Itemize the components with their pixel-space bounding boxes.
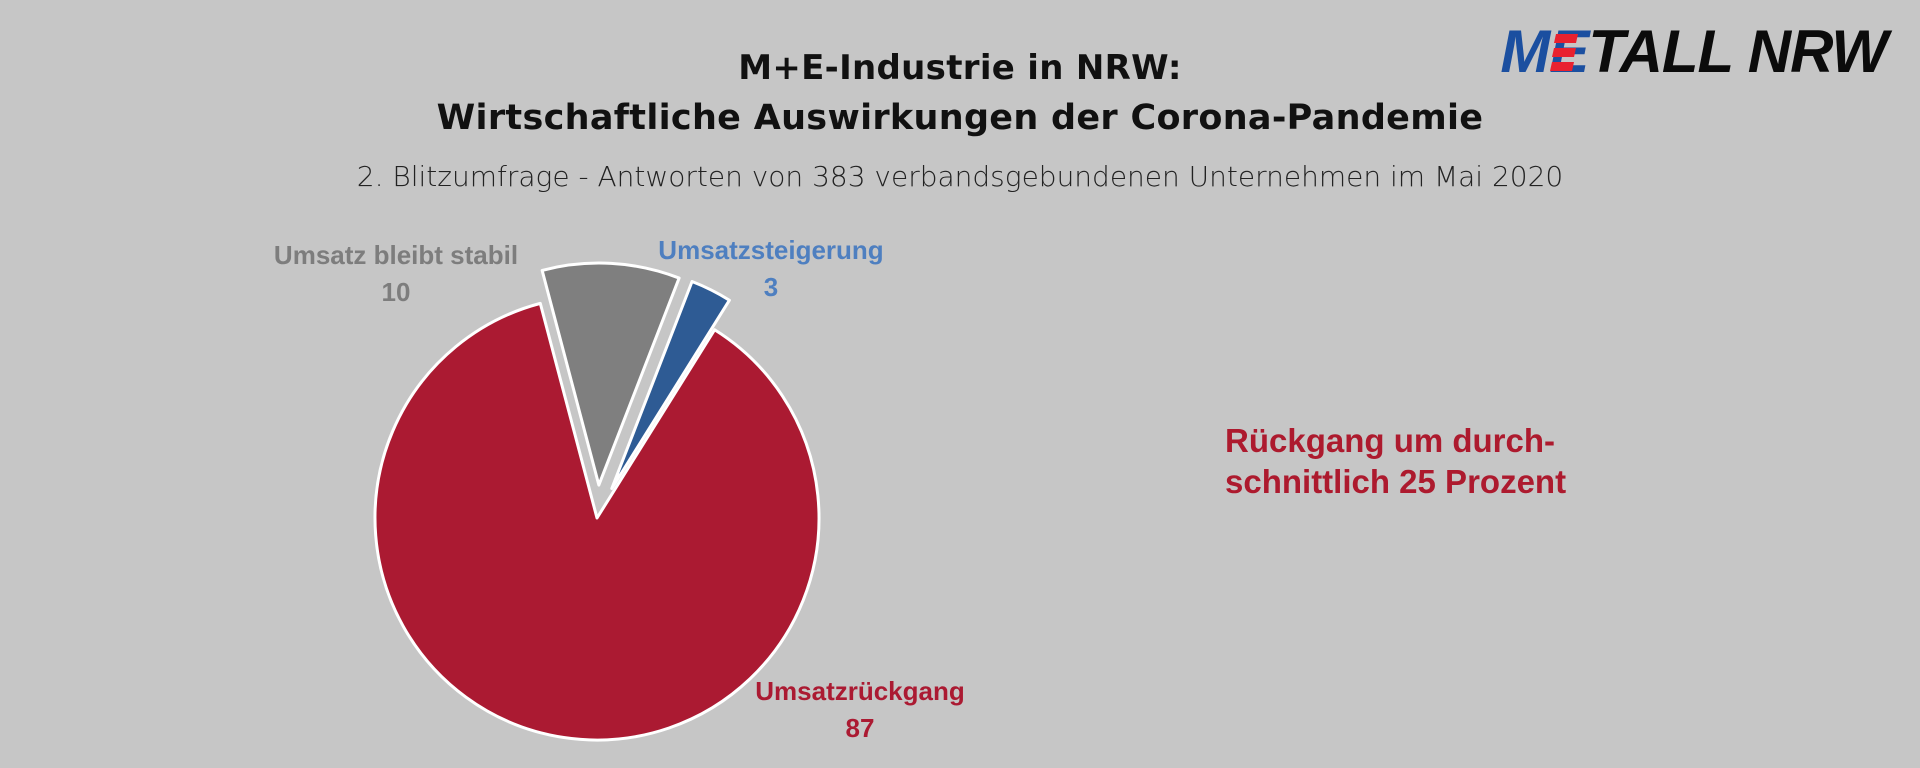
- chart-title-line-2: Wirtschaftliche Auswirkungen der Corona-…: [436, 98, 1484, 138]
- slice-value-stable: 10: [382, 277, 411, 307]
- annotation-note-line-1: Rückgang um durch-: [1225, 422, 1556, 459]
- slice-label-stable: Umsatz bleibt stabil: [274, 240, 518, 270]
- pie-slice-decline: [373, 301, 821, 742]
- metall-nrw-logo: METALL NRW: [1500, 22, 1888, 82]
- chart-subtitle: 2. Blitzumfrage - Antworten von 383 verb…: [356, 160, 1564, 193]
- annotation-note-line-2: schnittlich 25 Prozent: [1225, 463, 1567, 500]
- annotation-note: Rückgang um durch- schnittlich 25 Prozen…: [1225, 420, 1645, 502]
- slice-label-increase: Umsatzsteigerung: [658, 235, 883, 265]
- slice-value-increase: 3: [764, 272, 778, 302]
- slice-value-decline: 87: [846, 713, 875, 743]
- slice-label-decline: Umsatzrückgang: [755, 676, 965, 706]
- pie-slice-increase: [610, 280, 731, 490]
- logo-text: TALL NRW: [1588, 18, 1888, 85]
- pie-slice-stable: [540, 261, 681, 487]
- chart-title-line-1: M+E-Industrie in NRW:: [738, 48, 1182, 88]
- logo-red-bars-icon: [1550, 34, 1579, 71]
